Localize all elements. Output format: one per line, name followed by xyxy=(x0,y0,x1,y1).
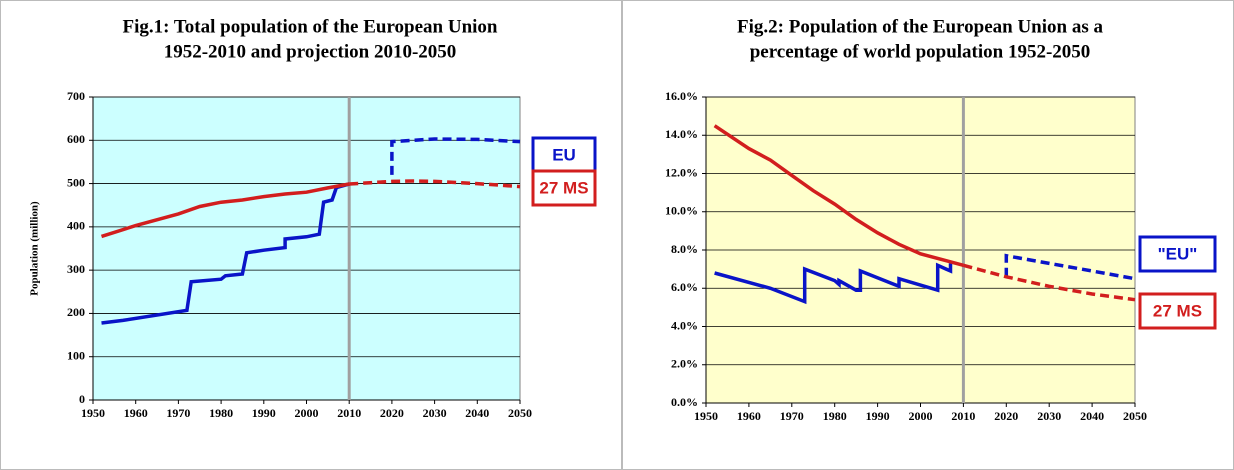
x-tick-label: 2030 xyxy=(423,406,447,420)
legend-label: "EU" xyxy=(1158,244,1198,263)
x-tick-label: 1980 xyxy=(823,409,847,423)
x-tick-label: 2000 xyxy=(295,406,319,420)
x-tick-label: 2010 xyxy=(337,406,361,420)
y-tick-label: 600 xyxy=(67,132,85,146)
y-axis-label: Population (million) xyxy=(29,201,41,296)
legend-label: 27 MS xyxy=(1153,301,1202,320)
chart-title: Fig.2: Population of the European Union … xyxy=(737,16,1103,37)
y-tick-label: 12.0% xyxy=(665,165,698,179)
y-tick-label: 300 xyxy=(67,262,85,276)
x-tick-label: 1950 xyxy=(694,409,718,423)
x-tick-label: 2040 xyxy=(1080,409,1104,423)
y-tick-label: 2.0% xyxy=(671,357,698,371)
legend-box xyxy=(1138,292,1217,330)
data-line xyxy=(390,137,521,175)
y-tick-label: 4.0% xyxy=(671,318,698,332)
data-line xyxy=(100,182,350,239)
data-line xyxy=(349,179,521,189)
data-line xyxy=(101,182,350,325)
x-tick-label: 1990 xyxy=(866,409,890,423)
x-tick-label: 1990 xyxy=(252,406,276,420)
data-line xyxy=(1004,253,1136,281)
y-tick-label: 100 xyxy=(67,348,85,362)
y-tick-label: 200 xyxy=(67,305,85,319)
data-line xyxy=(962,263,1136,302)
x-tick-label: 1960 xyxy=(124,406,148,420)
y-tick-label: 500 xyxy=(67,175,85,189)
legend-box xyxy=(1138,235,1217,273)
y-tick-label: 0 xyxy=(79,392,85,406)
data-line xyxy=(713,124,964,267)
x-tick-label: 2050 xyxy=(1123,409,1147,423)
x-tick-label: 2020 xyxy=(994,409,1018,423)
chart-title: Fig.1: Total population of the European … xyxy=(123,16,498,37)
y-tick-label: 14.0% xyxy=(665,127,698,141)
x-tick-label: 1970 xyxy=(166,406,190,420)
chart-title: 1952-2010 and projection 2010-2050 xyxy=(164,41,457,62)
x-tick-label: 2030 xyxy=(1037,409,1061,423)
y-tick-label: 10.0% xyxy=(665,204,698,218)
x-tick-label: 1980 xyxy=(209,406,233,420)
y-tick-label: 700 xyxy=(67,89,85,103)
legend-label: 27 MS xyxy=(539,178,588,197)
data-line xyxy=(714,262,953,305)
x-tick-label: 2010 xyxy=(951,409,975,423)
x-tick-label: 2000 xyxy=(909,409,933,423)
y-tick-label: 6.0% xyxy=(671,280,698,294)
y-tick-label: 8.0% xyxy=(671,242,698,256)
x-tick-label: 1970 xyxy=(780,409,804,423)
x-tick-label: 1960 xyxy=(737,409,761,423)
x-tick-label: 1950 xyxy=(81,406,105,420)
y-tick-label: 400 xyxy=(67,219,85,233)
chart-title: percentage of world population 1952-2050 xyxy=(750,41,1091,62)
plot-area xyxy=(92,96,521,401)
x-tick-label: 2050 xyxy=(508,406,532,420)
x-tick-label: 2040 xyxy=(465,406,489,420)
y-tick-label: 0.0% xyxy=(671,395,698,409)
y-tick-label: 16.0% xyxy=(665,89,698,103)
legend-box xyxy=(531,169,597,207)
legend-label: EU xyxy=(552,145,576,164)
x-tick-label: 2020 xyxy=(380,406,404,420)
